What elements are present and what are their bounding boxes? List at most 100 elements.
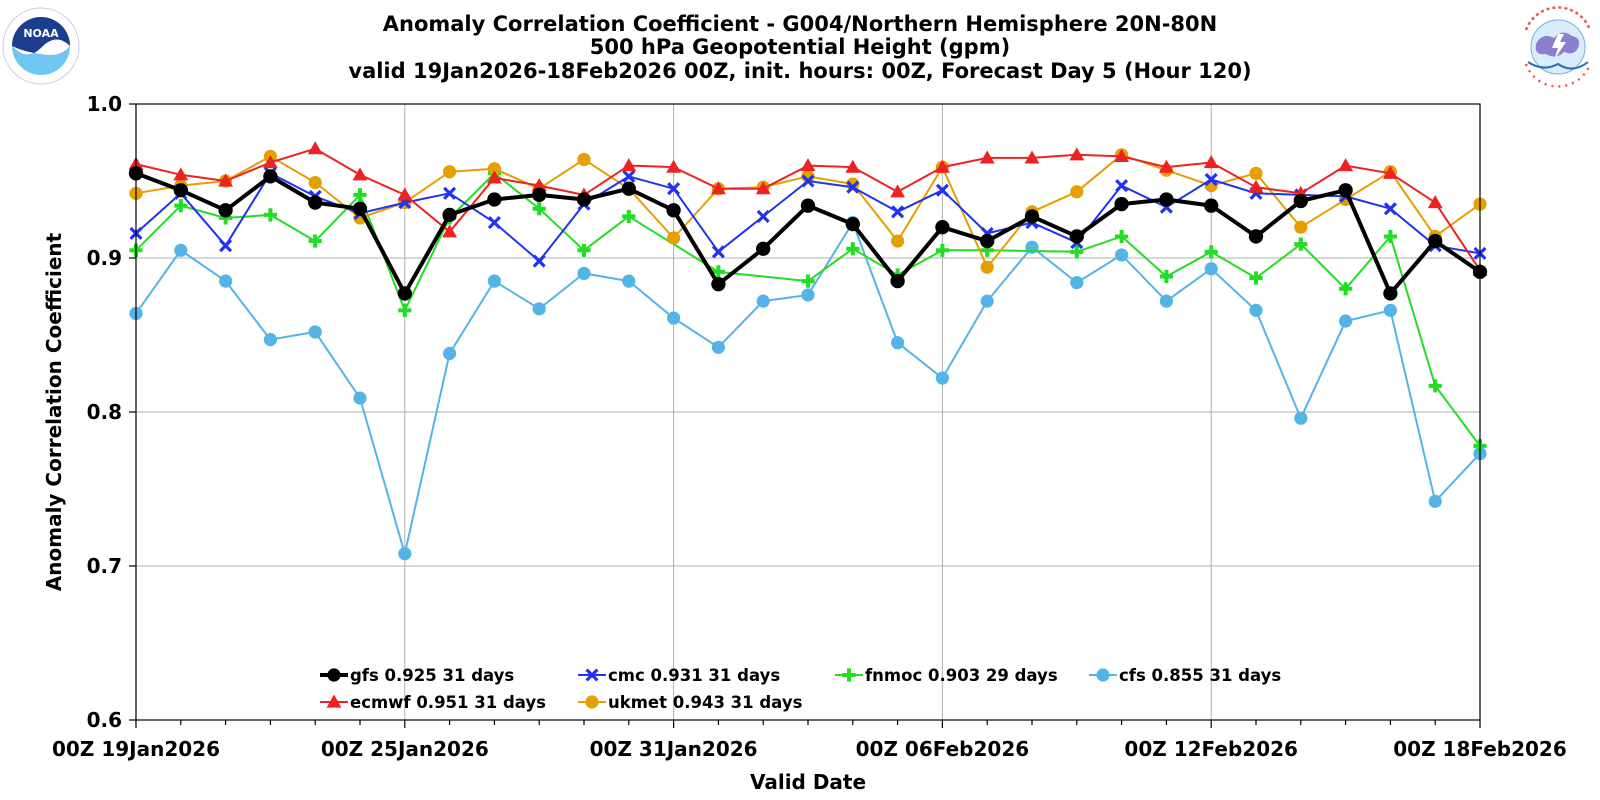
- y-tick-label: 1.0: [87, 92, 122, 116]
- y-axis-label: Anomaly Correlation Coefficient: [42, 232, 66, 591]
- data-point: [756, 209, 770, 223]
- data-point: [890, 273, 905, 289]
- data-point: [756, 294, 770, 308]
- data-point: [800, 198, 816, 213]
- legend-label: gfs 0.925 31 days: [350, 666, 514, 685]
- data-point: [846, 242, 860, 256]
- data-point: [666, 203, 681, 218]
- data-point: [935, 183, 949, 197]
- data-point: [1115, 229, 1129, 244]
- x-tick-label: 00Z 12Feb2026: [1124, 737, 1298, 761]
- data-point: [352, 201, 368, 216]
- data-point: [263, 169, 278, 184]
- data-point: [173, 167, 189, 181]
- title-line-3: valid 19Jan2026-18Feb2026 00Z, init. hou…: [348, 59, 1251, 83]
- data-point: [1383, 229, 1397, 244]
- data-point: [621, 181, 636, 196]
- data-point: [218, 203, 233, 218]
- title-line-2: 500 hPa Geopotential Height (gpm): [590, 35, 1010, 59]
- data-point: [442, 207, 457, 223]
- data-point: [1159, 294, 1173, 308]
- data-point: [308, 195, 323, 210]
- data-point: [801, 174, 815, 188]
- data-point: [1024, 209, 1040, 224]
- data-point: [1204, 172, 1218, 186]
- data-point: [487, 162, 501, 176]
- data-point: [308, 325, 322, 339]
- data-point: [398, 303, 412, 317]
- data-point: [1382, 165, 1398, 179]
- data-point: [308, 175, 322, 190]
- y-axis-ticks: 0.6 0.7 0.8 0.9 1.0: [87, 92, 136, 732]
- data-point: [397, 286, 412, 301]
- data-point: [667, 182, 681, 196]
- data-point: [1293, 193, 1308, 209]
- data-point: [1204, 262, 1218, 276]
- legend-item: gfs 0.925 31 days: [320, 666, 514, 685]
- data-point: [532, 187, 547, 203]
- data-point: [1338, 183, 1353, 198]
- data-point: [1428, 494, 1442, 508]
- data-point: [667, 311, 681, 325]
- series-ecmwf: [128, 141, 1488, 276]
- data-point: [353, 188, 367, 202]
- data-point: [262, 155, 278, 169]
- x-tick-label: 00Z 06Feb2026: [856, 737, 1030, 761]
- data-point: [1069, 229, 1084, 244]
- data-point: [890, 184, 906, 198]
- data-point: [487, 274, 501, 288]
- data-point: [711, 340, 726, 354]
- data-point: [667, 231, 681, 245]
- data-point: [1428, 379, 1442, 393]
- data-point: [1383, 303, 1397, 317]
- data-point: [1114, 196, 1129, 212]
- data-point: [1204, 198, 1219, 213]
- data-point: [576, 192, 592, 207]
- legend-label: fnmoc 0.903 29 days: [865, 666, 1058, 685]
- data-point: [980, 260, 994, 274]
- data-point: [486, 170, 502, 184]
- noaa-logo-text: NOAA: [23, 27, 59, 40]
- x-axis-ticks: 00Z 19Jan2026 00Z 25Jan2026 00Z 31Jan2026 0…: [52, 720, 1567, 761]
- legend-label: cfs 0.855 31 days: [1119, 666, 1281, 685]
- data-point: [891, 336, 905, 350]
- data-point: [174, 243, 188, 257]
- data-point: [845, 216, 860, 232]
- data-point: [1294, 411, 1308, 425]
- data-point: [1204, 245, 1218, 259]
- legend: gfs 0.925 31 days cmc 0.931 31 days fnmoc …: [320, 666, 1281, 712]
- data-point: [622, 169, 636, 183]
- data-point: [1249, 271, 1263, 285]
- noaa-logo: NOAA: [2, 7, 80, 85]
- data-point: [263, 208, 277, 222]
- data-point: [1427, 195, 1443, 209]
- chart-title: Anomaly Correlation Coefficient - G004/N…: [348, 12, 1251, 83]
- series-line: [135, 221, 1481, 555]
- data-point: [443, 346, 457, 361]
- data-point: [801, 274, 815, 288]
- data-point: [1249, 303, 1263, 317]
- data-point: [577, 243, 591, 257]
- data-point: [1159, 269, 1173, 284]
- data-point: [532, 302, 546, 316]
- data-point: [577, 266, 591, 280]
- data-point: [1383, 286, 1398, 301]
- data-point: [980, 294, 994, 308]
- data-point: [1024, 150, 1040, 164]
- data-point: [353, 391, 367, 405]
- data-point: [1070, 245, 1084, 259]
- data-point: [1115, 248, 1129, 262]
- data-point: [352, 167, 368, 181]
- data-point: [1114, 148, 1130, 162]
- data-point: [397, 187, 413, 201]
- legend-swatch-marker: [326, 694, 342, 708]
- data-point: [487, 192, 502, 207]
- data-point: [443, 165, 457, 179]
- grid: [135, 103, 1481, 721]
- legend-label: ukmet 0.943 31 days: [608, 693, 803, 712]
- data-point: [1115, 179, 1129, 193]
- data-point: [443, 186, 457, 200]
- data-point: [174, 199, 188, 213]
- data-point: [532, 202, 546, 216]
